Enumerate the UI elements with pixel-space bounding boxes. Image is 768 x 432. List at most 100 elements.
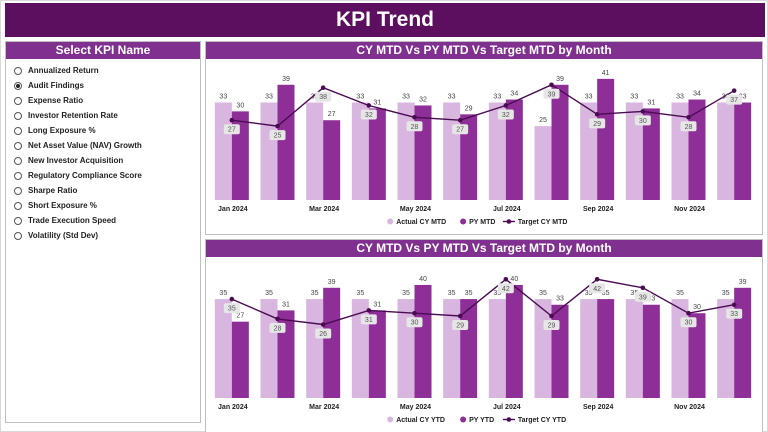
kpi-option[interactable]: Short Exposure %	[14, 198, 200, 213]
bar-actual[interactable]	[625, 102, 643, 201]
bar-actual[interactable]	[443, 102, 461, 201]
target-point[interactable]	[640, 285, 646, 291]
kpi-option[interactable]: New Investor Acquisition	[14, 153, 200, 168]
bar-py[interactable]	[414, 284, 432, 398]
bar-actual[interactable]	[260, 102, 278, 201]
bar-py[interactable]	[231, 321, 249, 398]
radio-button-icon[interactable]	[14, 186, 22, 195]
bar-py[interactable]	[688, 313, 706, 398]
kpi-option[interactable]: Trade Execution Speed	[14, 213, 200, 228]
target-point[interactable]	[320, 85, 326, 91]
bar-actual[interactable]	[214, 102, 232, 201]
bar-actual[interactable]	[717, 102, 735, 201]
radio-button-icon[interactable]	[14, 96, 22, 105]
target-point[interactable]	[503, 103, 509, 108]
bar-actual[interactable]	[580, 299, 598, 398]
bar-actual[interactable]	[397, 299, 415, 398]
data-label-actual: 33	[402, 94, 410, 101]
bar-py[interactable]	[323, 287, 341, 398]
legend-item[interactable]: Actual CY YTD	[387, 416, 445, 425]
target-point[interactable]	[640, 109, 646, 114]
legend-item[interactable]: PY MTD	[460, 218, 495, 227]
data-label-target: 25	[274, 133, 282, 140]
target-point[interactable]	[320, 322, 326, 327]
radio-button-icon[interactable]	[14, 141, 22, 150]
kpi-option[interactable]: Expense Ratio	[14, 93, 200, 108]
bar-py[interactable]	[597, 299, 615, 398]
target-point[interactable]	[594, 277, 600, 282]
target-point[interactable]	[686, 114, 691, 120]
radio-button-icon[interactable]	[14, 126, 22, 135]
kpi-option[interactable]: Audit Findings	[14, 78, 200, 93]
bar-py[interactable]	[551, 304, 569, 398]
target-point[interactable]	[229, 296, 235, 302]
bar-actual[interactable]	[306, 102, 324, 201]
kpi-option-label: Audit Findings	[28, 81, 84, 90]
target-point[interactable]	[457, 117, 463, 123]
bar-py[interactable]	[734, 102, 752, 201]
legend-item[interactable]: Target CY MTD	[502, 219, 568, 226]
bar-py[interactable]	[505, 99, 523, 200]
target-label-box	[680, 317, 697, 328]
radio-button-icon[interactable]	[14, 66, 22, 75]
target-point[interactable]	[366, 103, 372, 108]
bar-py[interactable]	[368, 108, 386, 200]
bar-py[interactable]	[505, 284, 523, 398]
kpi-option[interactable]: Annualized Return	[14, 63, 200, 78]
bar-py[interactable]	[277, 84, 295, 200]
radio-button-icon[interactable]	[14, 81, 22, 90]
kpi-option[interactable]: Investor Retention Rate	[14, 108, 200, 123]
target-point[interactable]	[731, 88, 737, 93]
bar-actual[interactable]	[671, 299, 689, 398]
bar-actual[interactable]	[625, 299, 643, 398]
bar-py[interactable]	[642, 304, 660, 398]
kpi-option[interactable]: Long Exposure %	[14, 123, 200, 138]
bar-py[interactable]	[688, 99, 706, 200]
target-point[interactable]	[412, 114, 417, 120]
bar-actual[interactable]	[580, 102, 598, 201]
target-point[interactable]	[229, 117, 235, 123]
kpi-option[interactable]: Volatility (Std Dev)	[14, 228, 200, 243]
radio-button-icon[interactable]	[14, 156, 22, 165]
target-point[interactable]	[731, 302, 737, 308]
bar-py[interactable]	[734, 287, 752, 398]
bar-py[interactable]	[642, 108, 660, 200]
bar-py[interactable]	[597, 78, 615, 200]
bar-actual[interactable]	[306, 299, 324, 398]
kpi-option[interactable]: Net Asset Value (NAV) Growth	[14, 138, 200, 153]
bar-actual[interactable]	[443, 299, 461, 398]
bar-actual[interactable]	[260, 299, 278, 398]
target-point[interactable]	[686, 310, 691, 316]
target-point[interactable]	[275, 123, 280, 129]
bar-actual[interactable]	[488, 102, 506, 201]
radio-button-icon[interactable]	[14, 171, 22, 180]
radio-button-icon[interactable]	[14, 201, 22, 210]
target-point[interactable]	[366, 308, 372, 313]
bar-py[interactable]	[551, 84, 569, 200]
bar-actual[interactable]	[351, 102, 369, 201]
target-point[interactable]	[549, 82, 554, 88]
bar-actual[interactable]	[534, 126, 552, 200]
kpi-option[interactable]: Regulatory Compliance Score	[14, 168, 200, 183]
target-point[interactable]	[457, 313, 463, 319]
bar-py[interactable]	[460, 114, 478, 200]
target-point[interactable]	[594, 112, 600, 117]
target-point[interactable]	[549, 313, 554, 319]
bar-actual[interactable]	[717, 299, 735, 398]
legend-item[interactable]: Actual CY MTD	[387, 218, 446, 227]
bar-actual[interactable]	[214, 299, 232, 398]
radio-button-icon[interactable]	[14, 111, 22, 120]
bar-py[interactable]	[323, 120, 341, 200]
bar-actual[interactable]	[351, 299, 369, 398]
target-point[interactable]	[503, 277, 509, 282]
bar-actual[interactable]	[488, 299, 506, 398]
target-point[interactable]	[412, 310, 417, 316]
radio-button-icon[interactable]	[14, 216, 22, 225]
bar-py[interactable]	[368, 310, 386, 398]
radio-button-icon[interactable]	[14, 231, 22, 240]
target-point[interactable]	[275, 316, 280, 322]
legend-item[interactable]: PY YTD	[460, 416, 494, 425]
kpi-option[interactable]: Sharpe Ratio	[14, 183, 200, 198]
bar-py[interactable]	[414, 105, 432, 200]
legend-item[interactable]: Target CY YTD	[502, 417, 566, 424]
